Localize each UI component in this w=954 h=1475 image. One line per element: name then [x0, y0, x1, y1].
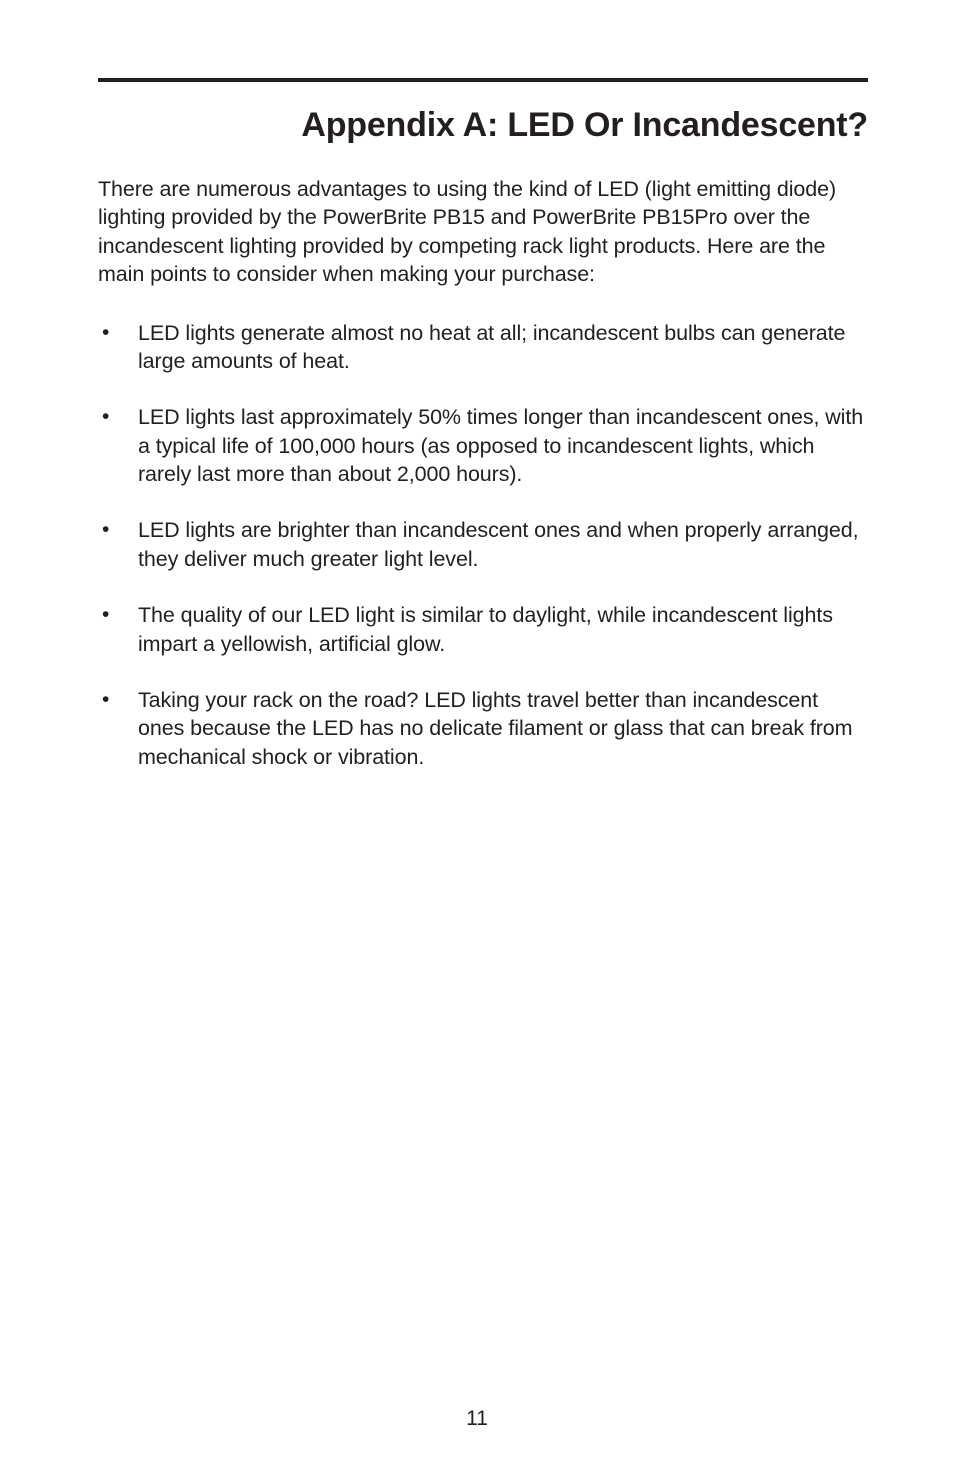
- intro-paragraph: There are numerous advantages to using t…: [98, 175, 868, 289]
- appendix-title: Appendix A: LED Or Incandescent?: [98, 106, 868, 145]
- top-rule: [98, 78, 868, 82]
- page-container: Appendix A: LED Or Incandescent? There a…: [0, 0, 954, 1475]
- list-item: LED lights are brighter than incandescen…: [98, 516, 868, 573]
- bullet-list: LED lights generate almost no heat at al…: [98, 319, 868, 772]
- list-item: LED lights last approximately 50% times …: [98, 403, 868, 488]
- list-item: Taking your rack on the road? LED lights…: [98, 686, 868, 771]
- page-number: 11: [0, 1407, 954, 1431]
- list-item: The quality of our LED light is similar …: [98, 601, 868, 658]
- list-item: LED lights generate almost no heat at al…: [98, 319, 868, 376]
